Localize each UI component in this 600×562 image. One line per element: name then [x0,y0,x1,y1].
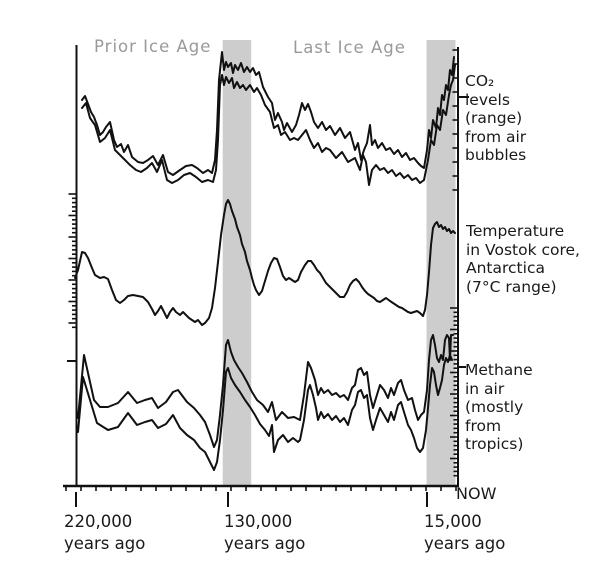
methane-lower-line [77,354,453,471]
co2-lower-line [81,64,456,186]
x-axis-now-label: NOW [456,484,497,503]
prior-ice-age-label: Prior Ice Age [94,37,212,56]
temperature-line [74,199,456,326]
last-ice-age-label: Last Ice Age [293,38,406,57]
temperature-series-label: Temperature in Vostok core, Antarctica (… [466,222,580,296]
x-axis-label-130000: 130,000 years ago [224,512,306,553]
x-axis-label-15000: 15,000 years ago [424,512,506,553]
prior-interglacial-band [222,40,252,486]
co2-series-label: CO₂ levels (range) from air bubbles [465,72,527,164]
x-axis-label-220000: 220,000 years ago [64,512,146,553]
methane-upper-line [77,334,454,448]
methane-series-label: Methane in air (mostly from tropics) [465,361,533,453]
co2-upper-line [81,51,455,176]
